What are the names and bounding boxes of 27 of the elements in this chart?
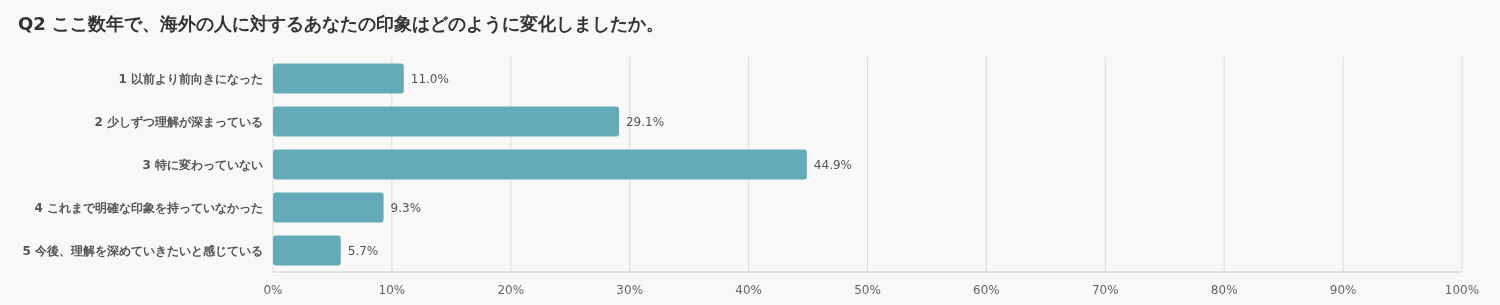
bar xyxy=(273,235,341,266)
bar xyxy=(273,192,384,223)
y-tick-label: 5 今後、理解を深めていきたいと感じている xyxy=(22,243,263,258)
x-tick-label: 20% xyxy=(497,283,525,297)
y-tick-label: 2 少しずつ理解が深まっている xyxy=(94,114,263,129)
y-tick-label: 3 特に変わっていない xyxy=(142,157,263,172)
y-tick-label: 4 これまで明確な印象を持っていなかった xyxy=(34,200,263,215)
y-tick-label: 1 以前より前向きになった xyxy=(118,71,263,86)
data-label: 9.3% xyxy=(390,200,422,215)
bar xyxy=(273,149,807,180)
x-tick-label: 60% xyxy=(973,283,1000,297)
x-tick-label: 30% xyxy=(616,283,644,297)
x-tick-label: 80% xyxy=(1210,283,1238,297)
bar xyxy=(273,63,404,94)
chart-title: Q2 ここ数年で、海外の人に対するあなたの印象はどのように変化しましたか。 xyxy=(18,13,665,34)
x-tick-label: 50% xyxy=(854,283,881,297)
data-label: 44.9% xyxy=(813,157,852,172)
data-label: 5.7% xyxy=(347,243,379,258)
x-tick-label: 100% xyxy=(1444,283,1480,297)
x-tick-label: 70% xyxy=(1091,283,1119,297)
bar xyxy=(273,106,619,137)
x-tick-label: 10% xyxy=(378,283,406,297)
data-label: 29.1% xyxy=(626,114,665,129)
x-tick-label: 0% xyxy=(263,283,283,297)
data-label: 11.0% xyxy=(410,71,449,86)
x-tick-label: 40% xyxy=(735,283,762,297)
x-tick-label: 90% xyxy=(1329,283,1357,297)
